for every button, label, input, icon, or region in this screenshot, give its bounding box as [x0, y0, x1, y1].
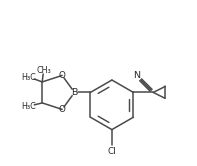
- Text: N: N: [133, 71, 140, 80]
- Text: Cl: Cl: [108, 147, 116, 156]
- Text: B: B: [71, 88, 78, 97]
- Text: H₃C: H₃C: [21, 74, 36, 83]
- Text: CH₃: CH₃: [37, 66, 52, 75]
- Text: O: O: [59, 71, 66, 80]
- Text: H₃C: H₃C: [21, 102, 36, 111]
- Text: O: O: [59, 105, 66, 114]
